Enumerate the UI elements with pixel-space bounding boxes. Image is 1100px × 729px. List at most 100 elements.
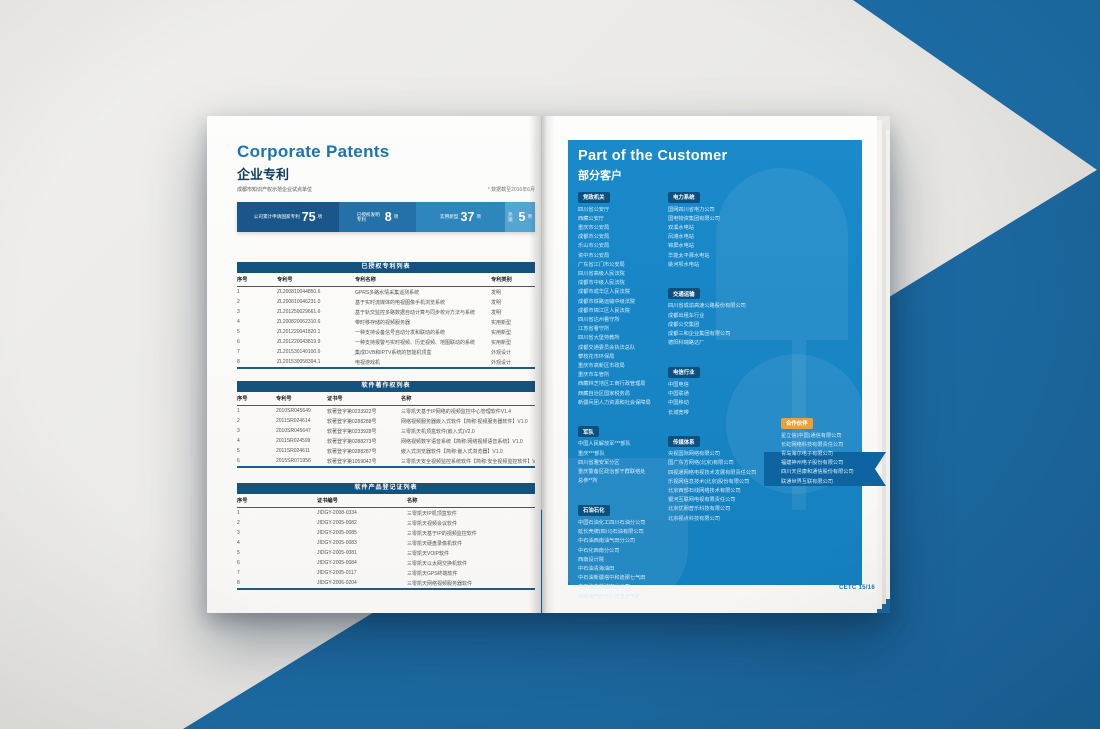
customer-item: 成都市公安局 — [578, 234, 610, 241]
customer-item: 德阳科瑞路达厂 — [668, 340, 705, 347]
table-cell: 三零凯天机顶盒软件(嵌入式)V2.0 — [401, 428, 475, 435]
customer-column: 电力系统 国网四川省电力公司 国电物资集团有限公司 双溪水电站 凤滩水电站 锦屏水电站华… — [668, 186, 778, 537]
customer-list: 央视国际网络有限公司 国广东方网络(北京)有限公司 四视通网络电视技术发展有限责任公… — [668, 450, 778, 524]
table-header-cell: 名称 — [401, 396, 412, 402]
open-magazine: Corporate Patents 企业专利 成都市知识产权示范企业试点单位 *… — [207, 116, 890, 613]
subtitle-text: 成都市知识产权示范企业试点单位 — [237, 187, 313, 193]
table-cell: 2011SR024599 — [276, 438, 311, 444]
category-badge: 电力系统 — [668, 191, 700, 203]
table-cell: 一种支持报警与实时视频、历史视频、地图联动的系统 — [355, 339, 476, 346]
customer-item: 中国石油化工四川石油分公司 — [578, 519, 646, 526]
customer-item: 成都市中级人民法院 — [578, 280, 625, 287]
table-cell: 网络视频数字语音系统【简称:网络视频语音系统】V1.0 — [401, 438, 523, 445]
table-cell: 基于轨交监控多路数据自动计算与同步校对方法与系统 — [355, 309, 476, 316]
customer-item: 北京优朋普乐科技有限公司 — [668, 506, 731, 513]
table-cell: ZL201250029661.6 — [277, 309, 321, 315]
customer-item: 青岛海尔电子有限公司 — [781, 450, 833, 457]
table-cell: 4 — [237, 540, 240, 546]
table-cell: 5 — [237, 448, 240, 454]
page-title-en: Corporate Patents — [237, 142, 390, 161]
customer-section: 电信行业 中国电信 中国联通 中国移动 长城宽带 — [668, 361, 778, 417]
table-header-cell: 名称 — [407, 498, 418, 504]
table-cell: 发明 — [491, 289, 502, 296]
customer-item: 四川省雅安军分区 — [578, 459, 620, 466]
customer-column: 党政机关 四川省公安厅 西藏公安厅 重庆市公安局 成都市公安局 乐山市公安局 资中市公安局… — [578, 186, 670, 615]
table-cell: 三零凯天GPS终端软件 — [407, 570, 458, 577]
patent-table: 软件著作权列表 序号 专利号 证书号 名称 1 2010SR045649 软著登字第023… — [237, 381, 535, 468]
customer-item: 西藏公安厅 — [578, 215, 604, 222]
stat-unit: 项 — [527, 214, 532, 219]
table-cell: 嵌入式浏览器软件【简称:嵌入式浏览器】V1.0 — [401, 448, 503, 455]
table-row: 3 JIDGY-2005-0085 三零凯天基于IP的视频监控软件 — [237, 528, 535, 538]
stat-segment: 已授权发明专利 8 项 — [339, 202, 416, 232]
customer-item: 四川省达州看守所 — [578, 316, 620, 323]
stat-label: 实用新型 — [440, 214, 459, 220]
patent-stats-bar: 公司累计申请国家专利 75 项 已授权发明专利 8 项 实用新型 37 项 — [237, 202, 535, 232]
table-cell: 一种支持设备信号自动分发和联动的系统 — [355, 329, 446, 336]
customer-item: 重庆市车管所 — [578, 372, 610, 379]
customer-list: 中国石油化工四川石油分公司 延长壳牌(四川)石油有限公司 中石油西南油气田分公司 中石… — [578, 519, 670, 602]
table-row: 6 2015SR071956 软著登字第1059042号 三零凯天安全视频监控系统软件… — [237, 456, 535, 466]
customer-item: 国广东方网络(北京)有限公司 — [668, 460, 734, 467]
customer-item: 中国电信 — [668, 381, 689, 388]
customer-list: 四川省成渝高速公路股份有限公司 成都出租车行业 成都公交集团 成都三和企业集团有限公司… — [668, 302, 778, 348]
stat-label: 外观 — [508, 211, 513, 222]
table-header-row: 序号 专利号 专利名称 专利类别 — [237, 273, 535, 287]
table-cell: JIDGY-2008-0334 — [317, 510, 357, 516]
customer-section: 合作伙伴 星立信(中国)通信有限公司 长虹网络科技有限责任公司 青岛海尔电子有限公司… — [781, 412, 861, 487]
patent-table: 已授权专利列表 序号 专利号 专利名称 专利类别 1 ZL200810044850.6 G… — [237, 262, 535, 369]
table-cell: 集成DVB和IPTV系统的智能机顶盒 — [355, 349, 432, 356]
customer-item: 成都交通委员会执法总队 — [578, 344, 636, 351]
table-row: 3 ZL201250029661.6 基于轨交监控多路数据自动计算与同步校对方法与系… — [237, 307, 535, 317]
customer-item: 中石化西南分公司 — [578, 547, 620, 554]
page-edge-stack — [882, 125, 886, 604]
customer-column: 合作伙伴 星立信(中国)通信有限公司 长虹网络科技有限责任公司 青岛海尔电子有限公司… — [781, 412, 861, 500]
table-cell: JIDGY-2006-0204 — [317, 580, 357, 586]
table-cell: 2015SR071956 — [276, 458, 311, 464]
table-row: 4 JIDGY-2005-0083 三零凯天硬盘录像机软件 — [237, 538, 535, 548]
table-cell: 2 — [237, 418, 240, 424]
customer-section: 军队 中国人民解放军***部队 重庆***部队 四川省雅安军分区 重庆警备区政治部干群… — [578, 421, 670, 487]
customer-item: 重庆警备区政治部干群联络处 — [578, 469, 646, 476]
table-cell: JIDGY-2005-0117 — [317, 570, 357, 576]
customer-item: 华能太平驿水电站 — [668, 252, 710, 259]
customer-item: 重庆市公安局 — [578, 224, 610, 231]
table-cell: ZL201530058394.1 — [277, 359, 321, 365]
customer-item: 四川省公安厅 — [578, 206, 610, 213]
table-cell: ZL200810044850.6 — [277, 289, 321, 295]
customer-section: 传媒体系 央视国际网络有限公司 国广东方网络(北京)有限公司 四视通网络电视技术发展… — [668, 431, 778, 524]
table-header-cell: 证书编号 — [317, 498, 338, 504]
table-cell: 三零凯天硬盘录像机软件 — [407, 540, 463, 547]
table-cell: JIDGY-2005-0083 — [317, 540, 357, 546]
table-cell: 2010SR045649 — [276, 408, 311, 414]
table-row: 1 2010SR045649 软著登字第0233922号 三零凯天基于IP网络的视频监… — [237, 406, 535, 416]
page-edge-stack — [886, 130, 890, 599]
table-row: 2 JIDGY-2005-0082 三零凯天视频会议软件 — [237, 518, 535, 528]
customer-section: 石油石化 中国石油化工四川石油分公司 延长壳牌(四川)石油有限公司 中石油西南油气田… — [578, 499, 670, 601]
customer-item: 四川省大堡劳教所 — [578, 335, 620, 342]
customer-title-en: Part of the Customer — [578, 148, 728, 164]
table-cell: 7 — [237, 570, 240, 576]
table-cell: 软著登字第0288273号 — [327, 438, 377, 445]
category-badge: 合作伙伴 — [781, 417, 813, 429]
table-cell: 2 — [237, 299, 240, 305]
customer-item: 成都市铁路运输中级法院 — [578, 298, 636, 305]
page-edge-stack — [877, 120, 882, 609]
customer-item: 中国移动 — [668, 400, 689, 407]
table-row: 2 ZL200810046231.0 基于实时流媒体的电视图像手机浏览系统 发明 — [237, 297, 535, 307]
table-row: 4 2011SR024599 软著登字第0288273号 网络视频数字语音系统【简称:… — [237, 436, 535, 446]
customer-section: 交通运输 四川省成渝高速公路股份有限公司 成都出租车行业 成都公交集团 成都三和企业集… — [668, 283, 778, 349]
stat-value: 8 — [384, 209, 392, 224]
stat-segment: 实用新型 37 项 — [416, 202, 505, 232]
customer-item: 攀枝花市环保局 — [578, 353, 615, 360]
customer-item: 长虹网络科技有限责任公司 — [781, 441, 844, 448]
table-cell: 软著登字第0233928号 — [327, 428, 377, 435]
table-cell: 三零凯天网络视频服务器软件 — [407, 580, 473, 587]
table-cell: 软著登字第1059042号 — [327, 458, 377, 465]
customer-item: 乐山市公安局 — [578, 243, 610, 250]
table-cell: 5 — [237, 550, 240, 556]
table-cell: 1 — [237, 510, 240, 516]
table-cell: ZL201530140100.6 — [277, 349, 321, 355]
customer-item: 姚河坝水电站 — [668, 261, 700, 268]
